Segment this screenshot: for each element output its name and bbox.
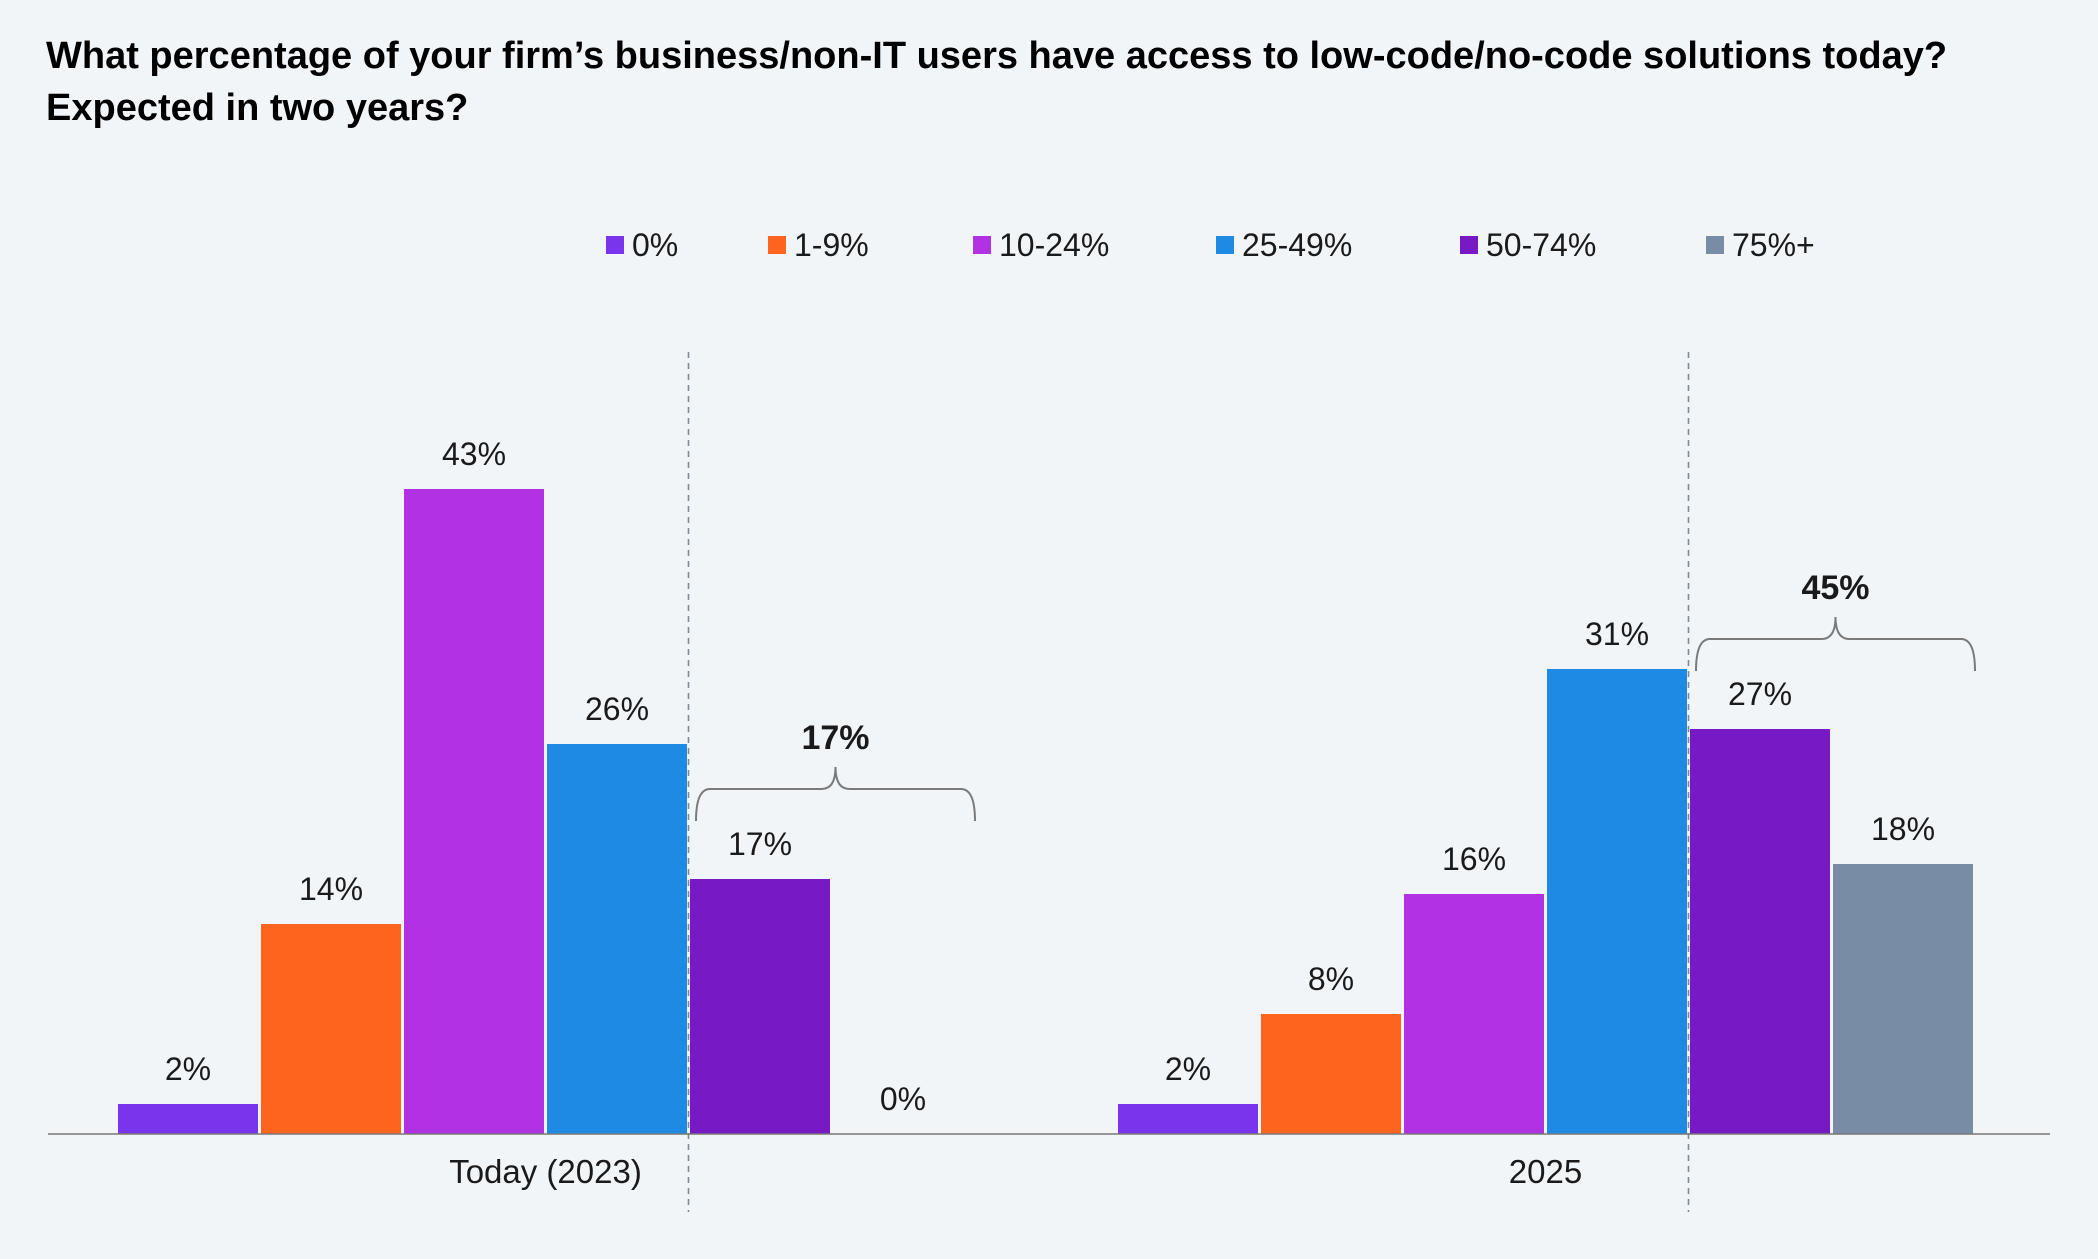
legend-label-4: 50-74%	[1486, 227, 1596, 263]
group-dividers	[687, 352, 1690, 1212]
legend-swatch-0	[606, 236, 624, 254]
value-label-1-2: 16%	[1442, 841, 1506, 877]
value-label-0-5: 0%	[880, 1081, 926, 1117]
legend-label-2: 10-24%	[999, 227, 1109, 263]
legend-swatch-4	[1460, 236, 1478, 254]
bar-0-2	[404, 489, 544, 1134]
value-label-1-3: 31%	[1585, 616, 1649, 652]
x-tick-label-1: 2025	[1509, 1153, 1582, 1190]
value-label-1-1: 8%	[1308, 961, 1354, 997]
legend-swatch-1	[768, 236, 786, 254]
bars	[118, 489, 1973, 1134]
legend-swatch-5	[1706, 236, 1724, 254]
bar-0-4	[690, 879, 830, 1134]
value-label-1-5: 18%	[1871, 811, 1935, 847]
bar-0-3	[547, 744, 687, 1134]
value-label-1-4: 27%	[1728, 676, 1792, 712]
value-label-0-2: 43%	[442, 436, 506, 472]
annotation-braces: 17% 45%	[695, 569, 1976, 822]
bar-1-5	[1833, 864, 1973, 1134]
value-label-0-1: 14%	[299, 871, 363, 907]
legend-label-3: 25-49%	[1242, 227, 1352, 263]
bar-1-2	[1404, 894, 1544, 1134]
legend-swatch-2	[973, 236, 991, 254]
legend: 0% 1-9% 10-24% 25-49% 50-74% 75%+	[606, 227, 1815, 263]
chart-title: What percentage of your firm’s business/…	[46, 35, 1948, 129]
x-tick-labels: Today (2023) 2025	[449, 1153, 1582, 1190]
bar-0-1	[261, 924, 401, 1134]
bar-1-0	[1118, 1104, 1258, 1134]
value-label-0-0: 2%	[165, 1051, 211, 1087]
legend-label-5: 75%+	[1732, 227, 1815, 263]
brace-1	[1695, 616, 1976, 672]
brace-label-1: 45%	[1801, 569, 1869, 607]
value-label-1-0: 2%	[1165, 1051, 1211, 1087]
brace-0	[695, 766, 976, 822]
value-labels: 2% 14% 43% 26% 17% 0% 2% 8% 16% 31% 27% 18%	[165, 436, 1935, 1117]
bar-1-3	[1547, 669, 1687, 1134]
value-label-0-3: 26%	[585, 691, 649, 727]
legend-label-0: 0%	[632, 227, 678, 263]
bar-0-0	[118, 1104, 258, 1134]
x-tick-label-0: Today (2023)	[449, 1153, 642, 1190]
brace-label-0: 17%	[801, 719, 869, 757]
legend-label-1: 1-9%	[794, 227, 869, 263]
bar-1-4	[1690, 729, 1830, 1134]
legend-swatch-3	[1216, 236, 1234, 254]
value-label-0-4: 17%	[728, 826, 792, 862]
bar-1-1	[1261, 1014, 1401, 1134]
